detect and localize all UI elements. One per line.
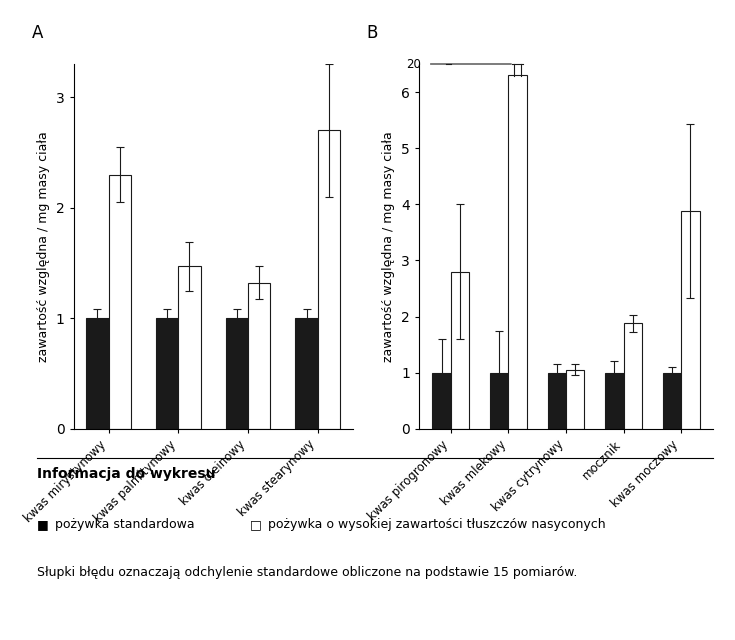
Bar <box>548 372 566 429</box>
Y-axis label: zawartość względna / mg masy ciała: zawartość względna / mg masy ciała <box>382 131 395 362</box>
Text: Informacja do wykresu: Informacja do wykresu <box>37 467 215 481</box>
Bar <box>509 76 527 429</box>
Bar <box>318 131 340 429</box>
Text: Słupki błędu oznaczają odchylenie standardowe obliczone na podstawie 15 pomiarów: Słupki błędu oznaczają odchylenie standa… <box>37 566 577 579</box>
Bar <box>451 271 469 429</box>
Bar <box>248 283 270 429</box>
Bar <box>605 372 623 429</box>
Text: 20: 20 <box>406 58 421 70</box>
Bar <box>295 318 318 429</box>
Bar <box>156 318 179 429</box>
Text: pożywka standardowa: pożywka standardowa <box>55 518 195 531</box>
Y-axis label: zawartość względna / mg masy ciała: zawartość względna / mg masy ciała <box>37 131 50 362</box>
Bar <box>623 323 642 429</box>
Bar <box>663 372 681 429</box>
Bar <box>566 370 584 429</box>
Bar <box>490 372 509 429</box>
Bar <box>109 175 131 429</box>
Text: B: B <box>366 24 377 42</box>
Bar <box>86 318 109 429</box>
Text: A: A <box>32 24 43 42</box>
Bar <box>179 266 201 429</box>
Bar <box>681 211 700 429</box>
Text: ■: ■ <box>37 518 49 531</box>
Text: pożywka o wysokiej zawartości tłuszczów nasyconych: pożywka o wysokiej zawartości tłuszczów … <box>268 518 606 531</box>
Text: □: □ <box>250 518 262 531</box>
Bar <box>432 372 451 429</box>
Bar <box>226 318 248 429</box>
